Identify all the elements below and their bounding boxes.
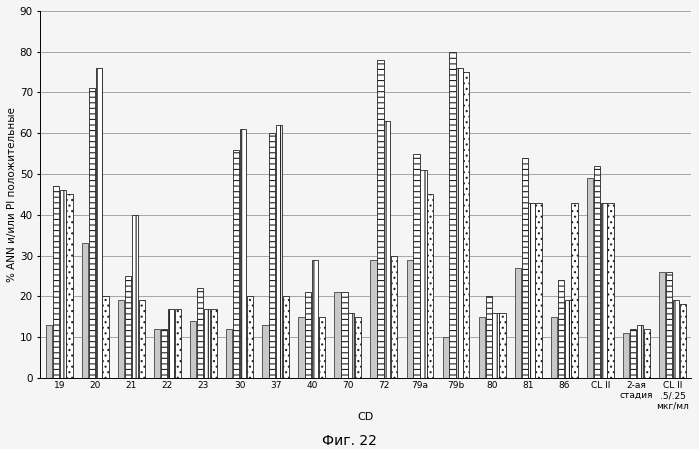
Bar [659,272,665,378]
Bar [593,166,600,378]
Bar [535,202,542,378]
Bar [565,300,571,378]
Bar [355,317,361,378]
Bar [305,292,312,378]
Bar [514,268,521,378]
Bar [407,260,413,378]
Bar [637,325,643,378]
Bar [154,329,160,378]
Bar [89,88,95,378]
Bar [528,202,535,378]
Bar [276,125,282,378]
Bar [587,178,593,378]
Bar [175,308,181,378]
Bar [197,288,203,378]
Bar [630,329,636,378]
Bar [210,308,217,378]
Bar [463,72,470,378]
Bar [391,255,397,378]
Bar [551,317,557,378]
Bar [348,313,354,378]
Bar [600,202,607,378]
Bar [138,300,145,378]
Bar [226,329,233,378]
Bar [456,68,463,378]
Bar [247,296,253,378]
Bar [479,317,485,378]
Bar [334,292,340,378]
Bar [46,325,52,378]
Y-axis label: % ANN и/или PI положительные: % ANN и/или PI положительные [7,107,17,282]
Bar [312,260,318,378]
Bar [269,133,275,378]
Bar [131,215,138,378]
Bar [377,60,384,378]
Bar [679,304,686,378]
Bar [521,158,528,378]
Bar [442,337,449,378]
Bar [427,194,433,378]
Bar [161,329,167,378]
Bar [204,308,210,378]
Bar [103,296,109,378]
Bar [623,333,629,378]
Bar [341,292,347,378]
Text: Фиг. 22: Фиг. 22 [322,434,377,448]
Bar [82,243,88,378]
Bar [240,129,246,378]
Bar [66,194,73,378]
Bar [190,321,196,378]
Bar [233,150,239,378]
Bar [118,300,124,378]
Bar [96,68,102,378]
Bar [607,202,614,378]
Bar [420,170,426,378]
Bar [492,313,498,378]
Bar [666,272,672,378]
Bar [672,300,679,378]
Bar [558,280,564,378]
Bar [319,317,325,378]
Bar [413,154,419,378]
Bar [125,276,131,378]
Bar [370,260,377,378]
Bar [168,308,174,378]
Bar [644,329,650,378]
Bar [449,52,456,378]
Bar [486,296,492,378]
Bar [298,317,305,378]
Bar [52,186,59,378]
Bar [59,190,66,378]
Bar [384,121,391,378]
X-axis label: CD: CD [358,412,374,422]
Bar [499,313,505,378]
Bar [283,296,289,378]
Bar [262,325,268,378]
Bar [571,202,577,378]
